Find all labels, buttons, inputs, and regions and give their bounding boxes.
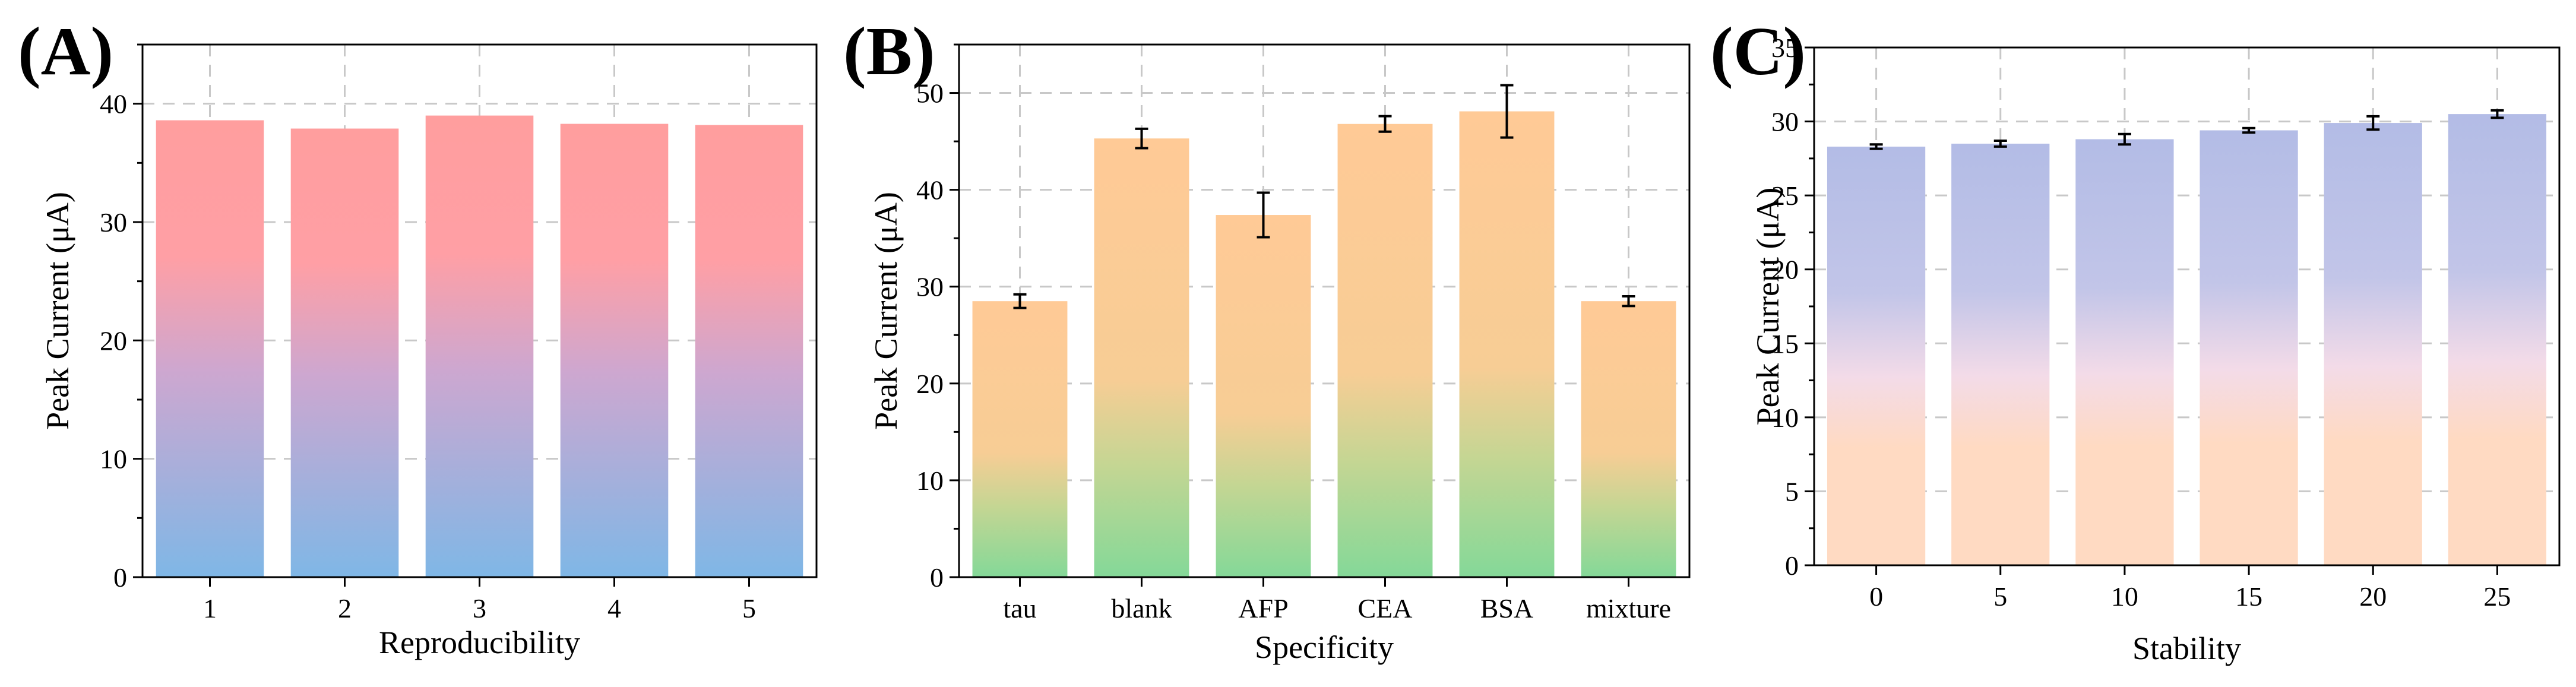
x-axis-title-b: Specificity [1255, 629, 1394, 665]
x-tick-label: 5 [742, 593, 756, 623]
y-tick-label: 20 [916, 369, 944, 399]
y-tick-label: 30 [1771, 107, 1799, 137]
bar-a-5 [695, 125, 803, 578]
bars-a [156, 115, 803, 578]
error-bar-b-BSA [1500, 84, 1514, 139]
error-bar-b-mixture [1622, 295, 1635, 308]
y-tick-label: 30 [916, 272, 944, 302]
y-tick-label: 50 [916, 78, 944, 109]
y-tick-label: 35 [1771, 33, 1799, 63]
bar-a-1 [156, 120, 264, 577]
axes-b: 0 10 20 30 40 50 tau blank AFP CEA BSA mixture [916, 43, 1671, 623]
y-tick-label: 40 [100, 89, 127, 119]
error-bar-c-25 [2490, 109, 2504, 119]
y-tick-label: 0 [113, 562, 127, 593]
x-tick-label: 25 [2483, 581, 2511, 612]
panel-c: (C) 0 5 10 15 20 25 30 35 0 5 10 15 20 25 Stability P… [1710, 14, 2561, 666]
y-tick-label: 40 [916, 175, 944, 205]
y-tick-label: 0 [930, 562, 944, 593]
y-tick-label: 15 [1771, 328, 1799, 359]
error-bar-c-5 [1993, 139, 2007, 148]
x-tick-label: 1 [203, 593, 217, 623]
x-tick-label: mixture [1586, 593, 1671, 623]
grid-b [959, 45, 1689, 577]
x-tick-label: 0 [1869, 581, 1883, 612]
panel-label-c: (C) [1710, 14, 1806, 90]
x-tick-label: 4 [607, 593, 621, 623]
bar-b-mixture [1581, 301, 1676, 577]
error-bar-b-AFP [1257, 191, 1270, 239]
bars-b [972, 111, 1676, 578]
error-bar-c-15 [2242, 126, 2256, 134]
y-tick-label: 25 [1771, 181, 1799, 211]
bar-c-10 [2075, 139, 2174, 565]
y-tick-label: 10 [916, 466, 944, 496]
plot-frame-b [958, 43, 1691, 578]
bar-b-tau [972, 301, 1068, 577]
y-axis-title-b: Peak Current (μA) [868, 192, 904, 430]
bar-b-BSA [1459, 111, 1555, 578]
x-tick-label: blank [1111, 593, 1172, 623]
error-bar-b-blank [1135, 127, 1148, 150]
x-tick-label: AFP [1238, 593, 1288, 623]
x-axis-title-c: Stability [2132, 631, 2241, 666]
panel-label-b: (B) [843, 14, 935, 90]
error-bar-c-0 [1869, 143, 1883, 150]
bar-a-2 [290, 128, 399, 577]
x-tick-label: 5 [1993, 581, 2007, 612]
x-tick-label: 15 [2235, 581, 2262, 612]
bars-c [1827, 114, 2547, 566]
panel-a: (A) 0 10 20 30 40 1 2 3 4 5 Reproducibility Peak … [18, 14, 818, 660]
x-tick-label: tau [1003, 593, 1036, 623]
bar-a-4 [560, 124, 669, 577]
error-bars-b [1013, 84, 1635, 309]
bar-c-0 [1827, 146, 1926, 565]
error-bar-b-CEA [1378, 115, 1392, 133]
y-tick-label: 5 [1785, 476, 1799, 506]
x-tick-label: CEA [1358, 593, 1413, 623]
bar-b-AFP [1216, 215, 1311, 577]
bar-b-blank [1094, 138, 1189, 577]
x-tick-label: 10 [2111, 581, 2138, 612]
x-tick-label: BSA [1480, 593, 1533, 623]
y-axis-title-c: Peak Current (μA) [1750, 188, 1786, 426]
y-axis-title-a: Peak Current (μA) [40, 192, 75, 430]
error-bar-c-10 [2118, 132, 2131, 146]
axes-a: 0 10 20 30 40 1 2 3 4 5 [100, 43, 756, 623]
bar-c-25 [2448, 114, 2547, 566]
x-axis-title-a: Reproducibility [379, 625, 580, 660]
x-tick-label: 3 [473, 593, 486, 623]
y-tick-label: 30 [100, 207, 127, 238]
y-tick-label: 0 [1785, 550, 1799, 581]
plot-frame-c [1813, 46, 2561, 566]
error-bar-b-tau [1013, 293, 1027, 309]
bar-c-5 [1951, 143, 2050, 565]
y-tick-label: 20 [100, 325, 127, 356]
axes-c: 0 5 10 15 20 25 30 35 0 5 10 15 20 25 [1771, 33, 2511, 612]
bar-c-15 [2200, 130, 2298, 565]
y-tick-label: 10 [100, 444, 127, 474]
bar-a-3 [425, 115, 534, 578]
y-tick-label: 20 [1771, 255, 1799, 285]
grid-c [1814, 48, 2559, 565]
panel-label-a: (A) [18, 14, 113, 90]
error-bars-c [1869, 109, 2504, 150]
y-tick-label: 10 [1771, 403, 1799, 433]
error-bar-c-20 [2366, 115, 2380, 131]
x-tick-label: 2 [338, 593, 352, 623]
bar-b-CEA [1337, 124, 1433, 577]
bar-c-20 [2324, 123, 2422, 565]
x-tick-label: 20 [2359, 581, 2387, 612]
